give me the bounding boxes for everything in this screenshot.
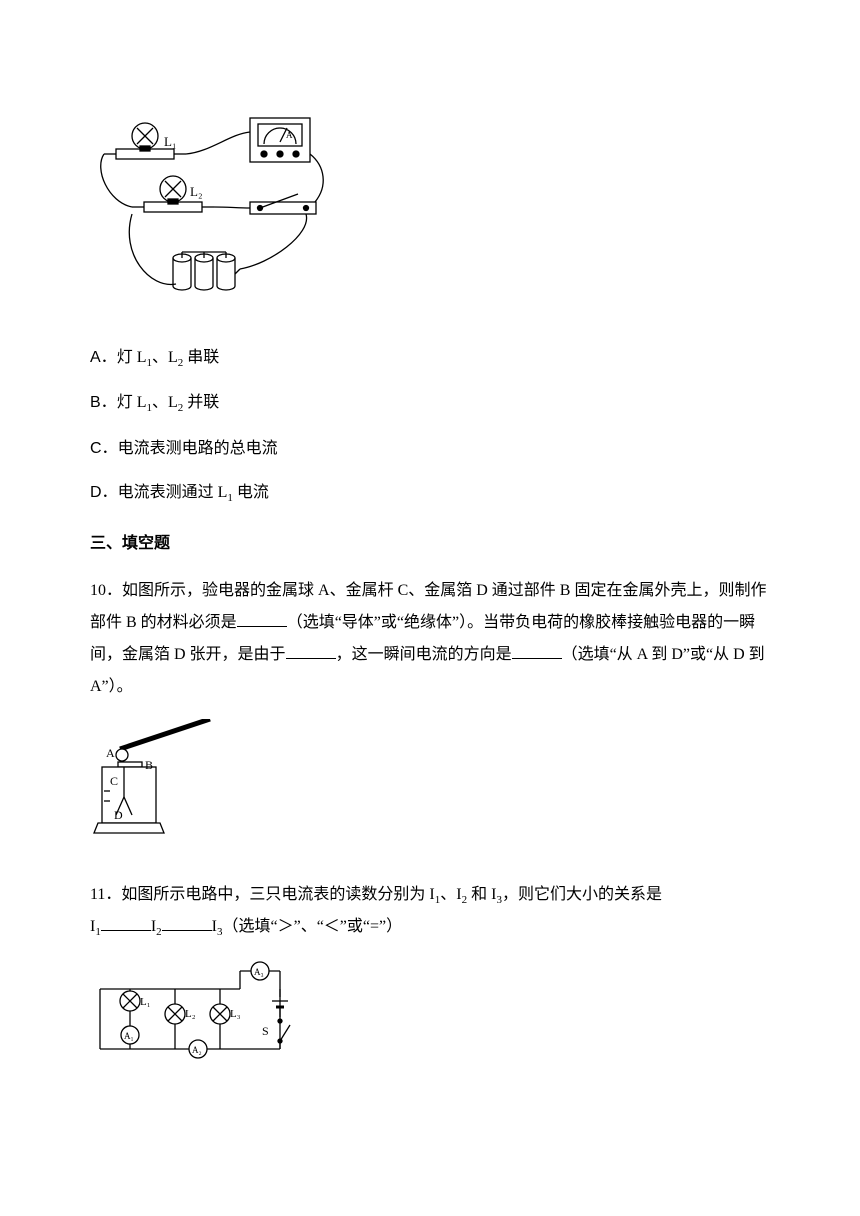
label-a1: A₁ (124, 1031, 134, 1041)
option-d-label: D． (90, 484, 118, 501)
label-A: A (106, 746, 115, 760)
option-d: D．电流表测通过 L1 电流 (90, 478, 770, 509)
question-11: 11．如图所示电路中，三只电流表的读数分别为 I1、I2 和 I3，则它们大小的… (90, 879, 770, 943)
label-D: D (114, 808, 123, 822)
option-a-label: A． (90, 349, 117, 366)
label-l1b: L₁ (140, 996, 151, 1008)
label-a3: A₃ (254, 967, 264, 977)
blank-11-2 (162, 913, 212, 931)
figure-circuit-q9: L₁ L₂ A (90, 114, 770, 325)
q10-number: 10． (90, 582, 122, 599)
q11-number: 11． (90, 886, 121, 903)
label-B: B (145, 758, 153, 772)
blank-10-3 (512, 642, 562, 660)
figure-circuit-q11: L₁ L₂ L₃ A₁ A₂ A₃ S (90, 959, 770, 1080)
section-heading-fill-blank: 三、填空题 (90, 529, 770, 559)
label-l3b: L₃ (230, 1008, 241, 1020)
blank-10-1 (237, 610, 287, 628)
blank-10-2 (286, 642, 336, 660)
option-b: B．灯 L1、L2 并联 (90, 388, 770, 419)
option-b-label: B． (90, 394, 117, 411)
option-c: C．电流表测电路的总电流 (90, 434, 770, 464)
label-C: C (110, 774, 118, 788)
label-s: S (262, 1024, 269, 1038)
label-ammeter: A (286, 130, 293, 140)
label-l1: L₁ (164, 134, 176, 149)
option-a: A．灯 L1、L2 串联 (90, 343, 770, 374)
label-l2: L₂ (190, 184, 202, 199)
blank-11-1 (101, 913, 151, 931)
option-c-label: C． (90, 440, 118, 457)
question-10: 10．如图所示，验电器的金属球 A、金属杆 C、金属箔 D 通过部件 B 固定在… (90, 575, 770, 703)
label-l2b: L₂ (185, 1008, 196, 1020)
label-a2: A₂ (192, 1045, 202, 1055)
figure-electroscope-q10: A B C D (90, 719, 770, 860)
